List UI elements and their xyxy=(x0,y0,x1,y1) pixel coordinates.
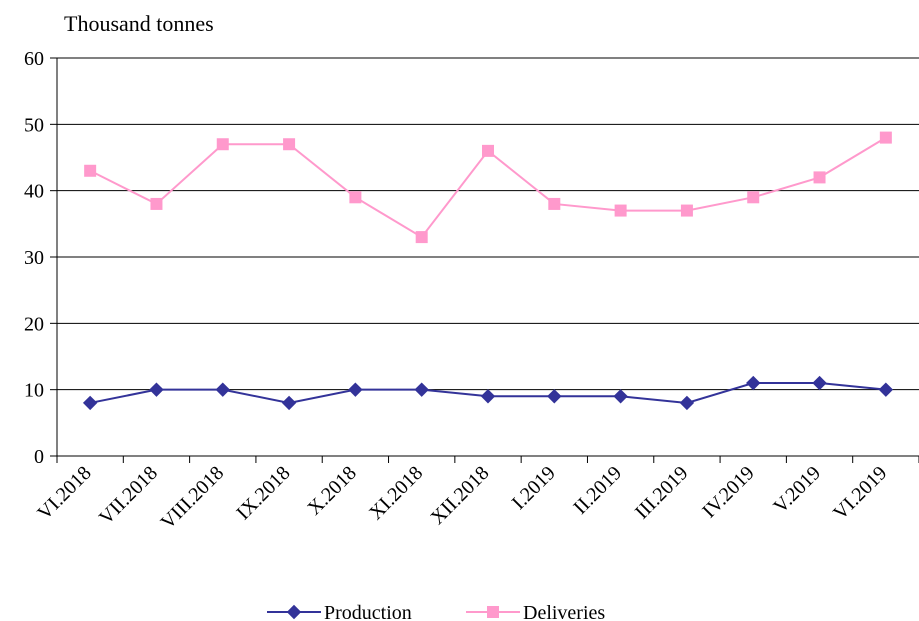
y-tick-label: 10 xyxy=(24,380,44,402)
legend-item-deliveries: Deliveries xyxy=(466,602,605,621)
legend-marker xyxy=(487,606,499,618)
x-tick-label: III.2019 xyxy=(631,462,693,524)
y-axis-title: Thousand tonnes xyxy=(64,11,214,36)
data-point-deliveries xyxy=(482,144,494,157)
series-layer xyxy=(82,131,894,411)
data-point-production xyxy=(414,382,429,397)
data-point-production xyxy=(215,382,230,397)
data-point-deliveries xyxy=(415,231,428,244)
data-point-production xyxy=(878,382,894,397)
data-point-production xyxy=(348,382,363,397)
data-point-deliveries xyxy=(548,197,561,210)
x-tick-label: I.2019 xyxy=(508,462,560,514)
data-point-deliveries xyxy=(150,197,163,210)
x-tick-label: IV.2019 xyxy=(698,462,758,522)
data-point-deliveries xyxy=(283,138,296,151)
x-tick-label: II.2019 xyxy=(569,462,626,519)
legend-label: Production xyxy=(324,602,412,621)
y-tick-label: 0 xyxy=(34,446,44,468)
data-point-deliveries xyxy=(84,164,97,177)
x-tick-label: XII.2018 xyxy=(427,462,494,529)
y-tick-label: 60 xyxy=(24,48,44,70)
data-point-production xyxy=(746,375,761,391)
legend-label: Deliveries xyxy=(523,602,605,621)
series-deliveries xyxy=(84,131,892,244)
y-tick-label: 20 xyxy=(24,313,44,335)
data-point-deliveries xyxy=(747,191,760,204)
x-tick-label: VIII.2018 xyxy=(157,462,229,534)
grid-lines xyxy=(57,57,919,391)
y-tick-label: 50 xyxy=(24,114,44,136)
x-tick-label: VII.2018 xyxy=(95,462,162,529)
data-point-production xyxy=(547,389,562,404)
data-point-deliveries xyxy=(349,191,362,204)
legend-marker xyxy=(286,604,302,620)
data-point-production xyxy=(149,382,164,397)
data-point-deliveries xyxy=(216,138,229,151)
data-point-deliveries xyxy=(614,204,627,217)
data-point-production xyxy=(82,395,98,411)
legend-item-production: Production xyxy=(267,602,412,621)
data-point-production xyxy=(812,375,827,391)
data-point-production xyxy=(281,395,297,411)
data-point-deliveries xyxy=(680,204,693,217)
x-tick-label: V.2019 xyxy=(769,462,825,518)
x-tick-label: XI.2018 xyxy=(365,462,427,524)
y-tick-label: 30 xyxy=(24,247,44,269)
data-point-production xyxy=(480,389,496,404)
series-production xyxy=(82,375,894,411)
x-tick-label: VI.2019 xyxy=(829,462,891,524)
x-tick-label: VI.2018 xyxy=(33,462,95,524)
data-point-production xyxy=(679,395,695,411)
x-tick-label: IX.2018 xyxy=(232,462,294,524)
data-point-deliveries xyxy=(879,131,892,144)
legend: Production Deliveries xyxy=(267,602,605,621)
y-tick-label: 40 xyxy=(24,181,44,203)
x-tick-label: X.2018 xyxy=(303,462,361,520)
data-point-deliveries xyxy=(813,171,826,184)
data-point-production xyxy=(613,389,628,404)
